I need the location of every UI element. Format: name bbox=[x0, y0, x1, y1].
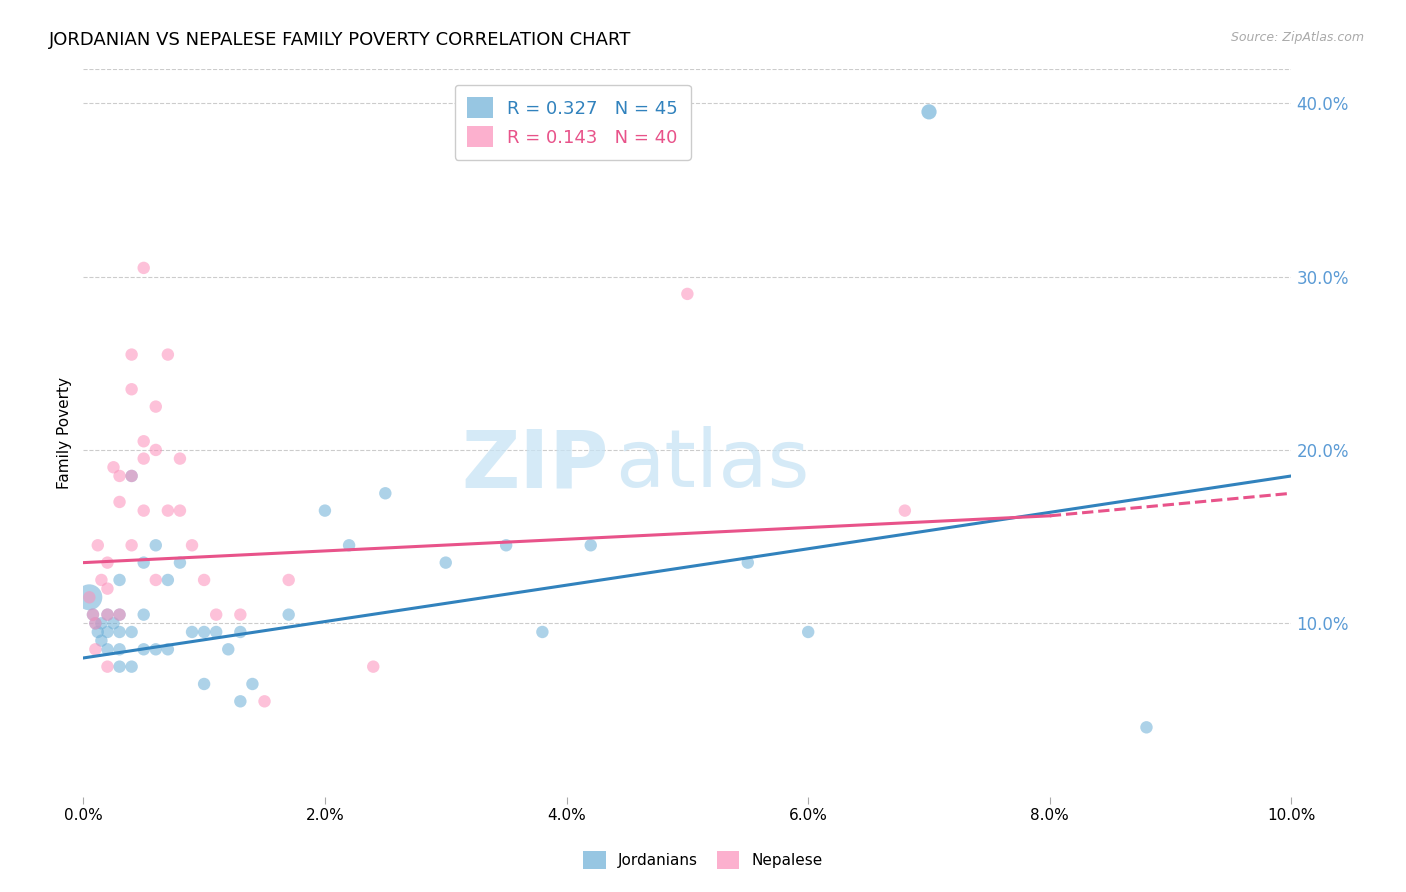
Point bbox=[121, 469, 143, 483]
Point bbox=[103, 460, 125, 475]
Point bbox=[253, 694, 276, 708]
Point bbox=[361, 659, 384, 673]
Point bbox=[96, 659, 118, 673]
Point bbox=[108, 495, 131, 509]
Point bbox=[96, 624, 118, 639]
Point bbox=[181, 538, 204, 552]
Point bbox=[314, 503, 336, 517]
Point bbox=[108, 642, 131, 657]
Point bbox=[217, 642, 239, 657]
Point bbox=[121, 469, 143, 483]
Point bbox=[87, 624, 110, 639]
Legend: Jordanians, Nepalese: Jordanians, Nepalese bbox=[576, 845, 830, 875]
Point bbox=[84, 642, 107, 657]
Point bbox=[121, 538, 143, 552]
Point bbox=[108, 659, 131, 673]
Point bbox=[96, 582, 118, 596]
Point bbox=[108, 573, 131, 587]
Point bbox=[96, 556, 118, 570]
Point bbox=[894, 503, 917, 517]
Point bbox=[229, 624, 252, 639]
Point bbox=[169, 556, 191, 570]
Point bbox=[229, 607, 252, 622]
Text: ZIP: ZIP bbox=[461, 426, 609, 504]
Point bbox=[108, 607, 131, 622]
Point bbox=[132, 607, 155, 622]
Point bbox=[132, 503, 155, 517]
Point bbox=[169, 451, 191, 466]
Point bbox=[676, 286, 699, 301]
Point bbox=[277, 573, 299, 587]
Point bbox=[96, 642, 118, 657]
Point bbox=[121, 382, 143, 396]
Point bbox=[90, 633, 112, 648]
Point bbox=[108, 607, 131, 622]
Point bbox=[495, 538, 517, 552]
Point bbox=[242, 677, 264, 691]
Point bbox=[132, 260, 155, 275]
Point bbox=[156, 573, 179, 587]
Point bbox=[337, 538, 360, 552]
Point bbox=[79, 591, 101, 605]
Point bbox=[79, 591, 101, 605]
Point bbox=[156, 348, 179, 362]
Legend: R = 0.327   N = 45, R = 0.143   N = 40: R = 0.327 N = 45, R = 0.143 N = 40 bbox=[454, 85, 690, 160]
Point bbox=[374, 486, 396, 500]
Point bbox=[1135, 720, 1157, 734]
Point bbox=[82, 607, 104, 622]
Point bbox=[737, 556, 759, 570]
Point bbox=[132, 434, 155, 449]
Point bbox=[132, 451, 155, 466]
Point bbox=[84, 616, 107, 631]
Point bbox=[156, 642, 179, 657]
Point bbox=[193, 624, 215, 639]
Point bbox=[531, 624, 554, 639]
Point bbox=[797, 624, 820, 639]
Point bbox=[90, 616, 112, 631]
Point bbox=[205, 607, 228, 622]
Point bbox=[84, 616, 107, 631]
Point bbox=[193, 573, 215, 587]
Point bbox=[121, 348, 143, 362]
Point bbox=[145, 642, 167, 657]
Point bbox=[87, 538, 110, 552]
Point bbox=[103, 616, 125, 631]
Point bbox=[181, 624, 204, 639]
Point bbox=[90, 573, 112, 587]
Point bbox=[121, 624, 143, 639]
Point bbox=[579, 538, 602, 552]
Point bbox=[121, 659, 143, 673]
Point bbox=[205, 624, 228, 639]
Point bbox=[145, 400, 167, 414]
Point bbox=[96, 607, 118, 622]
Point bbox=[132, 556, 155, 570]
Text: JORDANIAN VS NEPALESE FAMILY POVERTY CORRELATION CHART: JORDANIAN VS NEPALESE FAMILY POVERTY COR… bbox=[49, 31, 631, 49]
Point bbox=[96, 607, 118, 622]
Point bbox=[132, 642, 155, 657]
Point bbox=[156, 503, 179, 517]
Point bbox=[918, 104, 941, 119]
Text: atlas: atlas bbox=[614, 426, 810, 504]
Text: Source: ZipAtlas.com: Source: ZipAtlas.com bbox=[1230, 31, 1364, 45]
Point bbox=[145, 442, 167, 457]
Y-axis label: Family Poverty: Family Poverty bbox=[58, 376, 72, 489]
Point bbox=[229, 694, 252, 708]
Point bbox=[145, 538, 167, 552]
Point bbox=[145, 573, 167, 587]
Point bbox=[169, 503, 191, 517]
Point bbox=[193, 677, 215, 691]
Point bbox=[82, 607, 104, 622]
Point bbox=[108, 469, 131, 483]
Point bbox=[277, 607, 299, 622]
Point bbox=[434, 556, 457, 570]
Point bbox=[108, 624, 131, 639]
